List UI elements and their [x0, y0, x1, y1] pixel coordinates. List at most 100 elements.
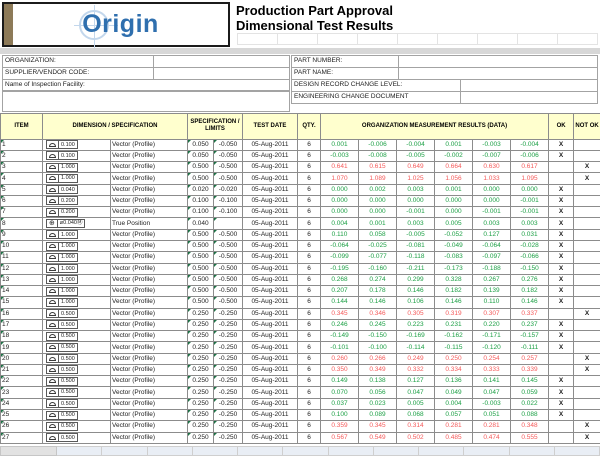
item-cell[interactable]: 11	[0, 251, 43, 264]
ok-cell[interactable]: X	[548, 330, 575, 343]
lower-limit-cell[interactable]: -0.250	[213, 318, 243, 332]
measurement-cell[interactable]: 0.345	[320, 307, 359, 320]
ok-cell[interactable]: X	[548, 285, 575, 298]
item-cell[interactable]: 6	[0, 194, 43, 208]
spec-name-cell[interactable]: Vector (Profile)	[110, 273, 188, 287]
lower-limit-cell[interactable]: -0.500	[213, 172, 243, 185]
test-date-cell[interactable]: 05-Aug-2011	[242, 296, 298, 309]
test-date-cell[interactable]: 05-Aug-2011	[242, 228, 298, 242]
ok-cell[interactable]: X	[548, 375, 575, 388]
notok-cell[interactable]	[573, 397, 600, 410]
measurement-cell[interactable]: 0.649	[396, 161, 435, 174]
ok-cell[interactable]: X	[548, 194, 575, 208]
test-date-cell[interactable]: 05-Aug-2011	[242, 217, 298, 230]
item-cell[interactable]: 2	[0, 149, 43, 163]
measurement-cell[interactable]: -0.120	[472, 341, 511, 354]
measurement-cell[interactable]: 0.056	[358, 386, 397, 399]
inspection-facility-field[interactable]	[2, 91, 290, 112]
item-cell[interactable]: 4	[0, 172, 43, 185]
dimension-symbol-cell[interactable]: 0.200	[42, 206, 111, 219]
measurement-cell[interactable]: -0.003	[472, 138, 511, 151]
test-date-cell[interactable]: 05-Aug-2011	[242, 273, 298, 287]
qty-cell[interactable]: 6	[297, 318, 321, 332]
notok-cell[interactable]: X	[573, 352, 600, 365]
measurement-cell[interactable]: 0.485	[434, 431, 473, 445]
qty-cell[interactable]: 6	[297, 341, 321, 354]
measurement-cell[interactable]: -0.005	[396, 149, 435, 163]
measurement-cell[interactable]: 0.305	[396, 307, 435, 320]
measurement-cell[interactable]: 0.005	[396, 397, 435, 410]
measurement-cell[interactable]: 0.057	[434, 408, 473, 422]
measurement-cell[interactable]: -0.066	[509, 251, 550, 264]
lower-limit-cell[interactable]: -0.020	[213, 183, 243, 196]
test-date-cell[interactable]: 05-Aug-2011	[242, 138, 298, 151]
dimension-symbol-cell[interactable]: 0.500	[42, 375, 111, 388]
measurement-cell[interactable]: -0.064	[320, 239, 359, 253]
measurement-cell[interactable]: 0.350	[320, 363, 359, 377]
measurement-cell[interactable]: 0.139	[472, 285, 511, 298]
measurement-cell[interactable]: 0.617	[509, 161, 550, 174]
dimension-symbol-cell[interactable]: 0.500	[42, 307, 111, 320]
ok-cell[interactable]: X	[548, 183, 575, 196]
measurement-cell[interactable]: 0.145	[509, 375, 550, 388]
qty-cell[interactable]: 6	[297, 420, 321, 433]
spec-name-cell[interactable]: Vector (Profile)	[110, 386, 188, 399]
item-cell[interactable]: 8	[0, 217, 43, 230]
test-date-cell[interactable]: 05-Aug-2011	[242, 341, 298, 354]
spec-name-cell[interactable]: Vector (Profile)	[110, 420, 188, 433]
spec-name-cell[interactable]: Vector (Profile)	[110, 363, 188, 377]
test-date-cell[interactable]: 05-Aug-2011	[242, 363, 298, 377]
test-date-cell[interactable]: 05-Aug-2011	[242, 330, 298, 343]
measurement-cell[interactable]: -0.114	[396, 341, 435, 354]
measurement-cell[interactable]: 0.328	[434, 273, 473, 287]
measurement-cell[interactable]: 0.237	[509, 318, 550, 332]
dimension-symbol-cell[interactable]: 0.100	[42, 138, 111, 151]
item-cell[interactable]: 3	[0, 161, 43, 174]
measurement-cell[interactable]: -0.150	[358, 330, 397, 343]
measurement-cell[interactable]: 1.070	[320, 172, 359, 185]
qty-cell[interactable]: 6	[297, 172, 321, 185]
dimension-symbol-cell[interactable]: 1.000	[42, 228, 111, 242]
measurement-cell[interactable]: 0.047	[472, 386, 511, 399]
measurement-cell[interactable]: 0.337	[509, 307, 550, 320]
item-cell[interactable]: 17	[0, 318, 43, 332]
item-cell[interactable]: 15	[0, 296, 43, 309]
upper-limit-cell[interactable]: 0.500	[187, 262, 214, 275]
spec-name-cell[interactable]: Vector (Profile)	[110, 172, 188, 185]
measurement-cell[interactable]: 1.089	[358, 172, 397, 185]
measurement-cell[interactable]: 0.000	[358, 206, 397, 219]
qty-cell[interactable]: 6	[297, 330, 321, 343]
measurement-cell[interactable]: 0.332	[396, 363, 435, 377]
measurement-cell[interactable]: 0.089	[358, 408, 397, 422]
lower-limit-cell[interactable]: -0.050	[213, 138, 243, 151]
measurement-cell[interactable]: 0.031	[509, 228, 550, 242]
lower-limit-cell[interactable]: -0.100	[213, 206, 243, 219]
dimension-symbol-cell[interactable]: 0.500	[42, 318, 111, 332]
upper-limit-cell[interactable]: 0.250	[187, 386, 214, 399]
measurement-cell[interactable]: 1.025	[396, 172, 435, 185]
measurement-cell[interactable]: 0.220	[472, 318, 511, 332]
measurement-cell[interactable]: -0.162	[434, 330, 473, 343]
dimension-symbol-cell[interactable]: 0.200	[42, 194, 111, 208]
notok-cell[interactable]	[573, 217, 600, 230]
upper-limit-cell[interactable]: 0.100	[187, 194, 214, 208]
lower-limit-cell[interactable]: -0.500	[213, 239, 243, 253]
test-date-cell[interactable]: 05-Aug-2011	[242, 352, 298, 365]
measurement-cell[interactable]: 0.281	[434, 420, 473, 433]
item-cell[interactable]: 19	[0, 341, 43, 354]
item-cell[interactable]: 13	[0, 273, 43, 287]
measurement-cell[interactable]: -0.195	[320, 262, 359, 275]
test-date-cell[interactable]: 05-Aug-2011	[242, 183, 298, 196]
measurement-cell[interactable]: 0.319	[434, 307, 473, 320]
measurement-cell[interactable]: 0.000	[358, 194, 397, 208]
measurement-cell[interactable]: -0.118	[396, 251, 435, 264]
measurement-cell[interactable]: -0.006	[358, 138, 397, 151]
measurement-cell[interactable]: 0.146	[396, 285, 435, 298]
notok-cell[interactable]	[573, 262, 600, 275]
measurement-cell[interactable]: 0.037	[320, 397, 359, 410]
measurement-cell[interactable]: 0.245	[358, 318, 397, 332]
measurement-cell[interactable]: 0.127	[472, 228, 511, 242]
upper-limit-cell[interactable]: 0.500	[187, 251, 214, 264]
measurement-cell[interactable]: 0.003	[396, 183, 435, 196]
lower-limit-cell[interactable]: -0.500	[213, 228, 243, 242]
